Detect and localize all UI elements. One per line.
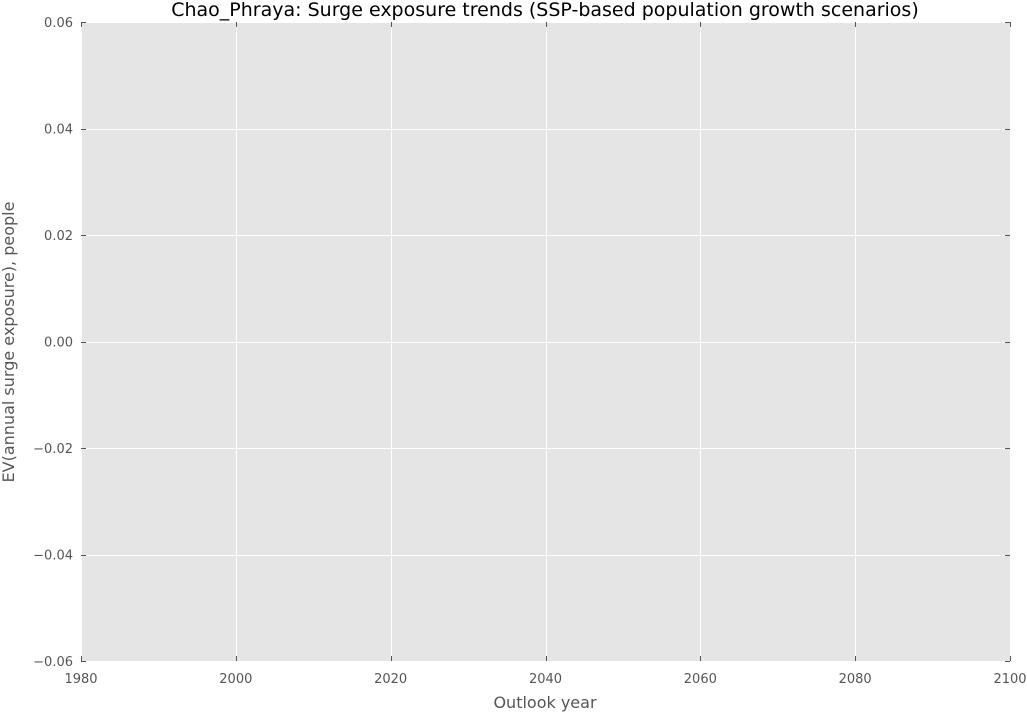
x-tick-label: 2040: [529, 672, 562, 687]
x-tick-labels: 1980 2000 2020 2040 2060 2080 2100: [64, 672, 1026, 687]
x-tick-label: 2060: [684, 672, 717, 687]
plot-area: [81, 22, 1010, 661]
y-tick-label: 0.06: [44, 16, 73, 31]
x-tick-label: 2020: [374, 672, 407, 687]
x-tick-label: 2080: [839, 672, 872, 687]
y-tick-label: 0.00: [44, 336, 73, 351]
axis-ticks: [81, 22, 1011, 662]
y-tick-label: 0.02: [44, 229, 73, 244]
grid: [81, 22, 1011, 662]
x-tick-label: 2100: [993, 672, 1026, 687]
y-tick-label: 0.04: [44, 123, 73, 138]
y-axis-label: EV(annual surge exposure), people: [0, 202, 18, 483]
y-tick-label: −0.02: [33, 442, 73, 457]
y-tick-labels: 0.06 0.04 0.02 0.00 −0.02 −0.04 −0.06: [33, 16, 73, 670]
chart-title: Chao_Phraya: Surge exposure trends (SSP-…: [171, 0, 919, 21]
x-tick-label: 1980: [64, 672, 97, 687]
x-axis-label: Outlook year: [493, 693, 597, 712]
x-tick-label: 2000: [219, 672, 252, 687]
y-tick-label: −0.04: [33, 549, 73, 564]
y-tick-label: −0.06: [33, 655, 73, 670]
